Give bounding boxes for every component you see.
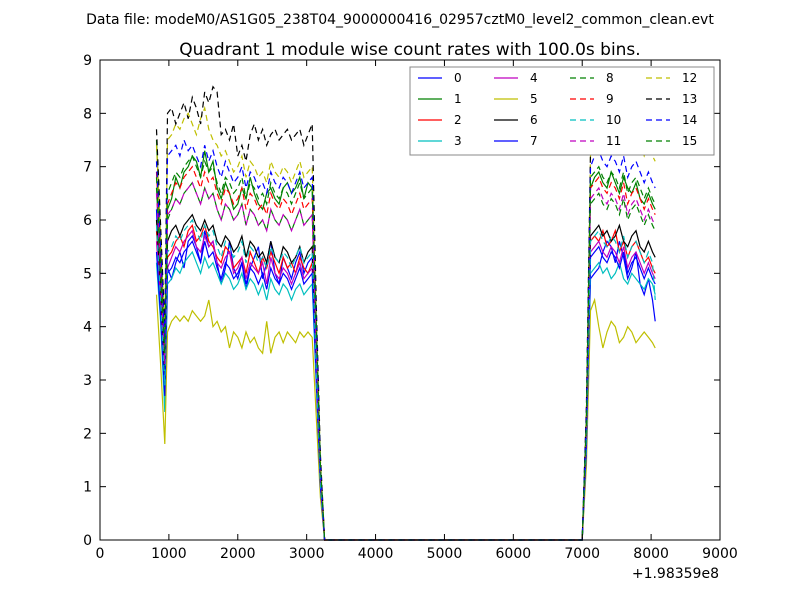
plot-frame: [99, 59, 721, 541]
y-tick-label: 3: [83, 373, 92, 389]
x-tick-label: 9000: [702, 546, 738, 562]
y-tick-label: 8: [83, 106, 92, 122]
x-tick-label: 0: [96, 546, 105, 562]
legend-label: 12: [682, 71, 697, 85]
legend-label: 11: [606, 134, 621, 148]
x-tick-label: 4000: [358, 546, 394, 562]
x-tick-label: 5000: [427, 546, 463, 562]
legend-box: [409, 66, 715, 156]
series-line-13: [155, 85, 656, 541]
legend-label: 15: [682, 134, 697, 148]
legend-label: 3: [454, 134, 462, 148]
series-line-10: [155, 218, 656, 541]
y-tick-label: 9: [83, 53, 92, 69]
axis-ticks: 0 1000 2000 3000 4000 5000 6000 7000 8000 9000012…: [83, 53, 738, 562]
chart-title: Quadrant 1 module wise count rates with …: [179, 40, 640, 60]
y-tick-label: 0: [83, 533, 92, 549]
x-tick-label: 7000: [564, 546, 600, 562]
series-line-5: [155, 294, 656, 541]
x-tick-label: 8000: [633, 546, 669, 562]
legend-label: 14: [682, 113, 697, 127]
series-line-1: [155, 139, 656, 541]
series-lines: [155, 85, 656, 541]
y-tick-label: 5: [83, 266, 92, 282]
legend-label: 6: [530, 113, 538, 127]
legend-label: 0: [454, 71, 462, 85]
series-line-7: [155, 240, 656, 541]
legend-label: 5: [530, 92, 538, 106]
x-offset-label: +1.98359e8: [632, 566, 719, 582]
series-line-14: [155, 138, 656, 541]
legend-label: 2: [454, 113, 462, 127]
legend-label: 8: [606, 71, 614, 85]
series-line-15: [155, 154, 656, 541]
series-line-6: [155, 213, 656, 541]
y-tick-label: 1: [83, 480, 92, 496]
series-line-12: [155, 105, 656, 541]
legend-label: 10: [606, 113, 621, 127]
series-line-11: [155, 181, 656, 541]
x-tick-label: 3000: [289, 546, 325, 562]
legend-label: 7: [530, 134, 538, 148]
y-tick-label: 4: [83, 320, 92, 336]
y-tick-label: 7: [83, 160, 92, 176]
x-tick-label: 2000: [220, 546, 256, 562]
series-line-8: [155, 181, 656, 541]
series-line-9: [155, 165, 656, 541]
y-tick-label: 6: [83, 213, 92, 229]
legend-label: 13: [682, 92, 697, 106]
series-line-4: [155, 229, 656, 541]
legend-label: 1: [454, 92, 462, 106]
series-line-2: [155, 223, 656, 541]
legend-label: 4: [530, 71, 538, 85]
series-line-3: [155, 250, 656, 541]
y-tick-label: 2: [83, 426, 92, 442]
x-tick-label: 1000: [151, 546, 187, 562]
legend-label: 9: [606, 92, 614, 106]
suptitle: Data file: modeM0/AS1G05_238T04_90000004…: [86, 12, 714, 28]
x-tick-label: 6000: [496, 546, 532, 562]
